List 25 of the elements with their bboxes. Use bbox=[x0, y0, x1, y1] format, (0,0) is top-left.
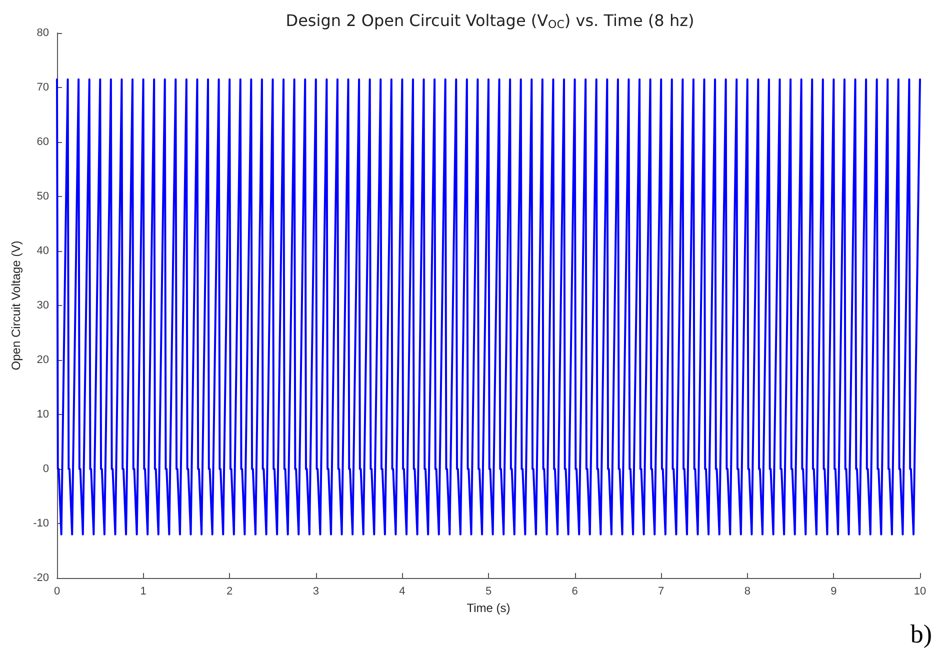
x-tick-label: 0 bbox=[54, 586, 60, 598]
y-tick-label: 60 bbox=[36, 136, 49, 148]
y-tick-label: 20 bbox=[36, 354, 49, 366]
y-tick-label: 40 bbox=[36, 245, 49, 257]
y-tick-label: 10 bbox=[36, 408, 49, 420]
x-tick-label: 6 bbox=[572, 586, 578, 598]
y-tick-label: 50 bbox=[36, 190, 49, 202]
x-tick-label: 1 bbox=[140, 586, 146, 598]
y-tick-label: 80 bbox=[36, 27, 49, 39]
x-tick-label: 10 bbox=[914, 586, 926, 598]
y-tick-label: 70 bbox=[36, 82, 49, 94]
x-tick-label: 4 bbox=[399, 586, 406, 598]
y-tick-label: -20 bbox=[33, 572, 49, 584]
x-tick-label: 9 bbox=[830, 586, 837, 598]
x-tick-label: 3 bbox=[312, 586, 319, 598]
y-tick-label: -10 bbox=[33, 518, 49, 530]
x-axis-title: Time (s) bbox=[466, 600, 510, 615]
x-tick-label: 2 bbox=[226, 586, 233, 598]
y-tick-label: 30 bbox=[36, 300, 49, 312]
text: b) bbox=[910, 620, 932, 648]
y-tick-label: 0 bbox=[42, 463, 49, 475]
y-axis-title: Open Circuit Voltage (V) bbox=[9, 240, 24, 370]
x-tick-label: 7 bbox=[658, 586, 664, 598]
x-tick-label: 5 bbox=[485, 586, 492, 598]
x-tick-label: 8 bbox=[744, 586, 750, 598]
